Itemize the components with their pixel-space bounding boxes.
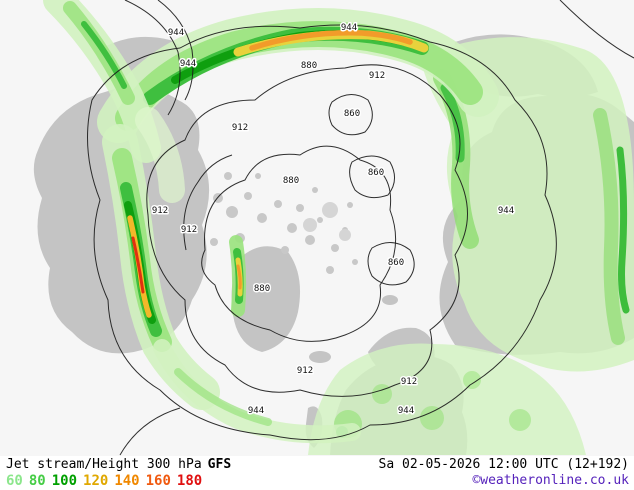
credit-link[interactable]: ©weatheronline.co.uk bbox=[472, 473, 629, 488]
landmass-iceland bbox=[309, 351, 331, 363]
contour-label: 860 bbox=[368, 168, 384, 178]
arctic-islands bbox=[210, 172, 358, 274]
contour-label: 912 bbox=[152, 206, 168, 216]
contour-label: 912 bbox=[181, 225, 197, 235]
contour-label: 912 bbox=[232, 123, 248, 133]
legend-value-100: 100 bbox=[51, 473, 78, 489]
jet-shading bbox=[43, 0, 634, 455]
legend-value-160: 160 bbox=[145, 473, 171, 489]
weather-map: 944 944 944 880 912 860 912 860 880 912 912 944 860 8… bbox=[33, 0, 634, 456]
contour-label: 912 bbox=[369, 71, 385, 81]
legend-value-180: 180 bbox=[176, 473, 203, 489]
legend-value-80: 80 bbox=[28, 473, 46, 489]
contour-label: 944 bbox=[341, 23, 357, 33]
contour-label: 860 bbox=[344, 109, 360, 119]
contour-lines bbox=[87, 0, 634, 456]
contour-label: 880 bbox=[301, 61, 317, 71]
contour-labels: 944 944 944 880 912 860 912 860 880 912 912 944 860 8… bbox=[150, 22, 515, 418]
map-title: Jet stream/Height 300 hPa GFS bbox=[6, 457, 231, 472]
landmass-greenland bbox=[231, 246, 301, 352]
jet-area-asia bbox=[420, 37, 634, 372]
model-name: GFS bbox=[207, 457, 232, 472]
contour-label: 944 bbox=[398, 406, 414, 416]
legend-value-140: 140 bbox=[114, 473, 140, 489]
contour-label: 944 bbox=[180, 59, 196, 69]
contour-label: 860 bbox=[388, 258, 404, 268]
contour-label: 912 bbox=[401, 377, 417, 387]
legend-value-120: 120 bbox=[83, 473, 109, 489]
contour-label: 944 bbox=[168, 28, 184, 38]
contour-label: 912 bbox=[297, 366, 313, 376]
map-title-text: Jet stream/Height 300 hPa bbox=[6, 457, 202, 472]
contour-label: 880 bbox=[254, 284, 270, 294]
forecast-datetime: Sa 02-05-2026 12:00 UTC (12+192) bbox=[378, 457, 629, 472]
landmass-svalbard bbox=[382, 295, 398, 305]
contour-label: 880 bbox=[283, 176, 299, 186]
legend-value-60: 60 bbox=[6, 473, 23, 489]
legend: 60 80 100 120 140 160 180 bbox=[6, 473, 208, 489]
contour-label: 944 bbox=[498, 206, 514, 216]
contour-label: 944 bbox=[248, 406, 264, 416]
